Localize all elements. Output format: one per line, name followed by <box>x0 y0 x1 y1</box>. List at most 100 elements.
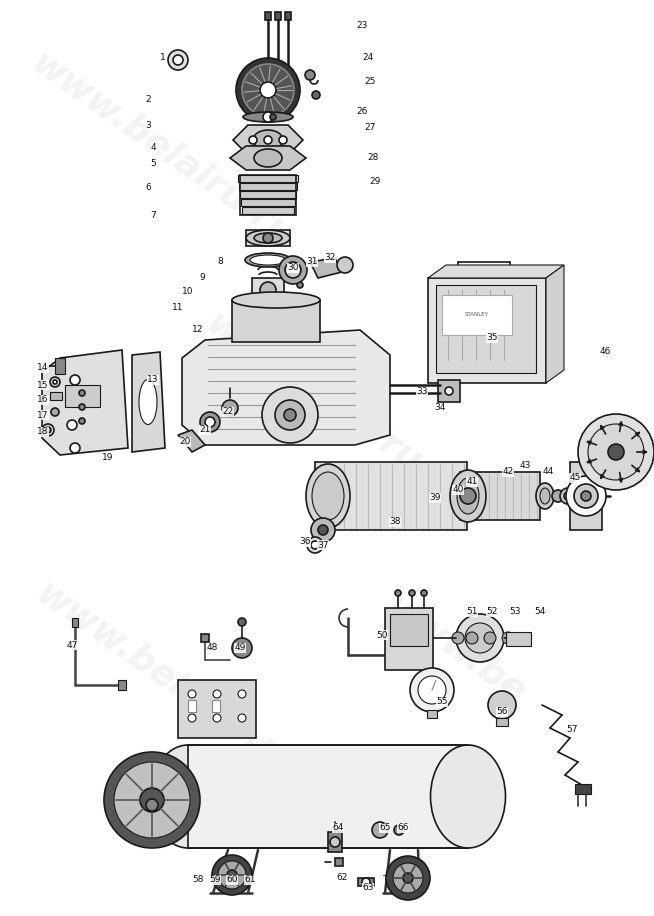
Text: 54: 54 <box>534 607 545 616</box>
Text: www.be: www.be <box>380 590 532 711</box>
Text: 22: 22 <box>222 408 233 417</box>
Bar <box>506 632 531 646</box>
Circle shape <box>249 136 257 144</box>
Bar <box>72 618 78 627</box>
Circle shape <box>251 321 263 333</box>
Text: 57: 57 <box>566 725 577 735</box>
Circle shape <box>284 409 296 421</box>
Circle shape <box>575 491 585 501</box>
Bar <box>335 858 343 866</box>
Circle shape <box>312 91 320 99</box>
Ellipse shape <box>306 464 350 528</box>
Text: 28: 28 <box>368 154 379 162</box>
Text: 42: 42 <box>502 467 513 476</box>
Text: 17: 17 <box>37 410 49 420</box>
Circle shape <box>318 525 328 535</box>
Circle shape <box>146 799 158 811</box>
Circle shape <box>238 618 246 626</box>
Bar <box>385 608 433 670</box>
Text: 2: 2 <box>145 95 151 104</box>
Circle shape <box>232 638 252 658</box>
Circle shape <box>114 762 190 838</box>
Bar <box>241 199 295 206</box>
Bar <box>275 12 281 20</box>
Text: 24: 24 <box>362 53 373 62</box>
Circle shape <box>596 492 604 500</box>
Circle shape <box>566 476 606 516</box>
Bar <box>436 285 536 373</box>
Text: 44: 44 <box>542 467 554 476</box>
Bar <box>188 700 196 712</box>
Circle shape <box>305 70 315 80</box>
Circle shape <box>418 676 446 704</box>
Text: 52: 52 <box>487 607 498 616</box>
Text: 10: 10 <box>182 288 194 297</box>
Circle shape <box>53 380 57 384</box>
Text: 46: 46 <box>599 347 611 356</box>
Circle shape <box>488 691 516 719</box>
Circle shape <box>393 863 423 893</box>
Circle shape <box>260 282 276 298</box>
Bar <box>50 392 62 400</box>
Text: 58: 58 <box>192 876 204 885</box>
Text: 20: 20 <box>179 438 191 446</box>
Circle shape <box>372 822 388 838</box>
Bar <box>575 784 591 794</box>
Ellipse shape <box>253 130 283 150</box>
Ellipse shape <box>250 255 286 265</box>
Circle shape <box>270 114 276 120</box>
Text: 30: 30 <box>287 264 299 272</box>
Ellipse shape <box>254 233 282 243</box>
Text: 19: 19 <box>102 453 114 463</box>
Circle shape <box>560 488 576 504</box>
Text: 21: 21 <box>199 426 211 434</box>
Ellipse shape <box>536 483 554 509</box>
Bar <box>285 12 291 20</box>
Ellipse shape <box>243 112 293 122</box>
Text: 3: 3 <box>145 121 151 129</box>
Circle shape <box>285 262 301 278</box>
Text: 33: 33 <box>416 387 428 397</box>
Bar <box>239 183 297 190</box>
Circle shape <box>552 490 564 502</box>
Bar <box>242 207 294 214</box>
Ellipse shape <box>540 488 550 504</box>
Ellipse shape <box>232 292 320 308</box>
Circle shape <box>307 537 323 553</box>
Ellipse shape <box>139 379 157 424</box>
Circle shape <box>330 837 340 847</box>
Text: 29: 29 <box>370 178 381 187</box>
Circle shape <box>445 387 453 395</box>
Bar <box>246 230 290 246</box>
Text: 59: 59 <box>209 876 221 885</box>
Circle shape <box>279 136 287 144</box>
Circle shape <box>263 112 273 122</box>
Bar <box>240 175 296 215</box>
Bar <box>390 614 428 646</box>
Circle shape <box>236 58 300 122</box>
Text: 39: 39 <box>429 494 441 503</box>
Text: 62: 62 <box>336 874 348 882</box>
Text: 47: 47 <box>66 640 78 649</box>
Text: 66: 66 <box>397 823 409 833</box>
Text: 25: 25 <box>364 78 375 86</box>
Circle shape <box>456 614 504 662</box>
Circle shape <box>608 444 624 460</box>
Circle shape <box>337 257 353 273</box>
Circle shape <box>263 233 273 243</box>
Bar <box>438 380 460 402</box>
Text: 18: 18 <box>37 428 49 437</box>
Text: 23: 23 <box>356 20 368 29</box>
Circle shape <box>466 632 478 644</box>
Text: 11: 11 <box>172 303 184 312</box>
Text: 12: 12 <box>192 325 203 334</box>
Bar <box>178 680 256 738</box>
Circle shape <box>213 690 221 698</box>
Text: 63: 63 <box>362 884 373 892</box>
Ellipse shape <box>245 253 291 267</box>
Text: 4: 4 <box>150 144 156 152</box>
Text: 60: 60 <box>226 876 238 885</box>
Circle shape <box>70 375 80 385</box>
Circle shape <box>260 82 276 98</box>
Bar <box>570 462 602 530</box>
